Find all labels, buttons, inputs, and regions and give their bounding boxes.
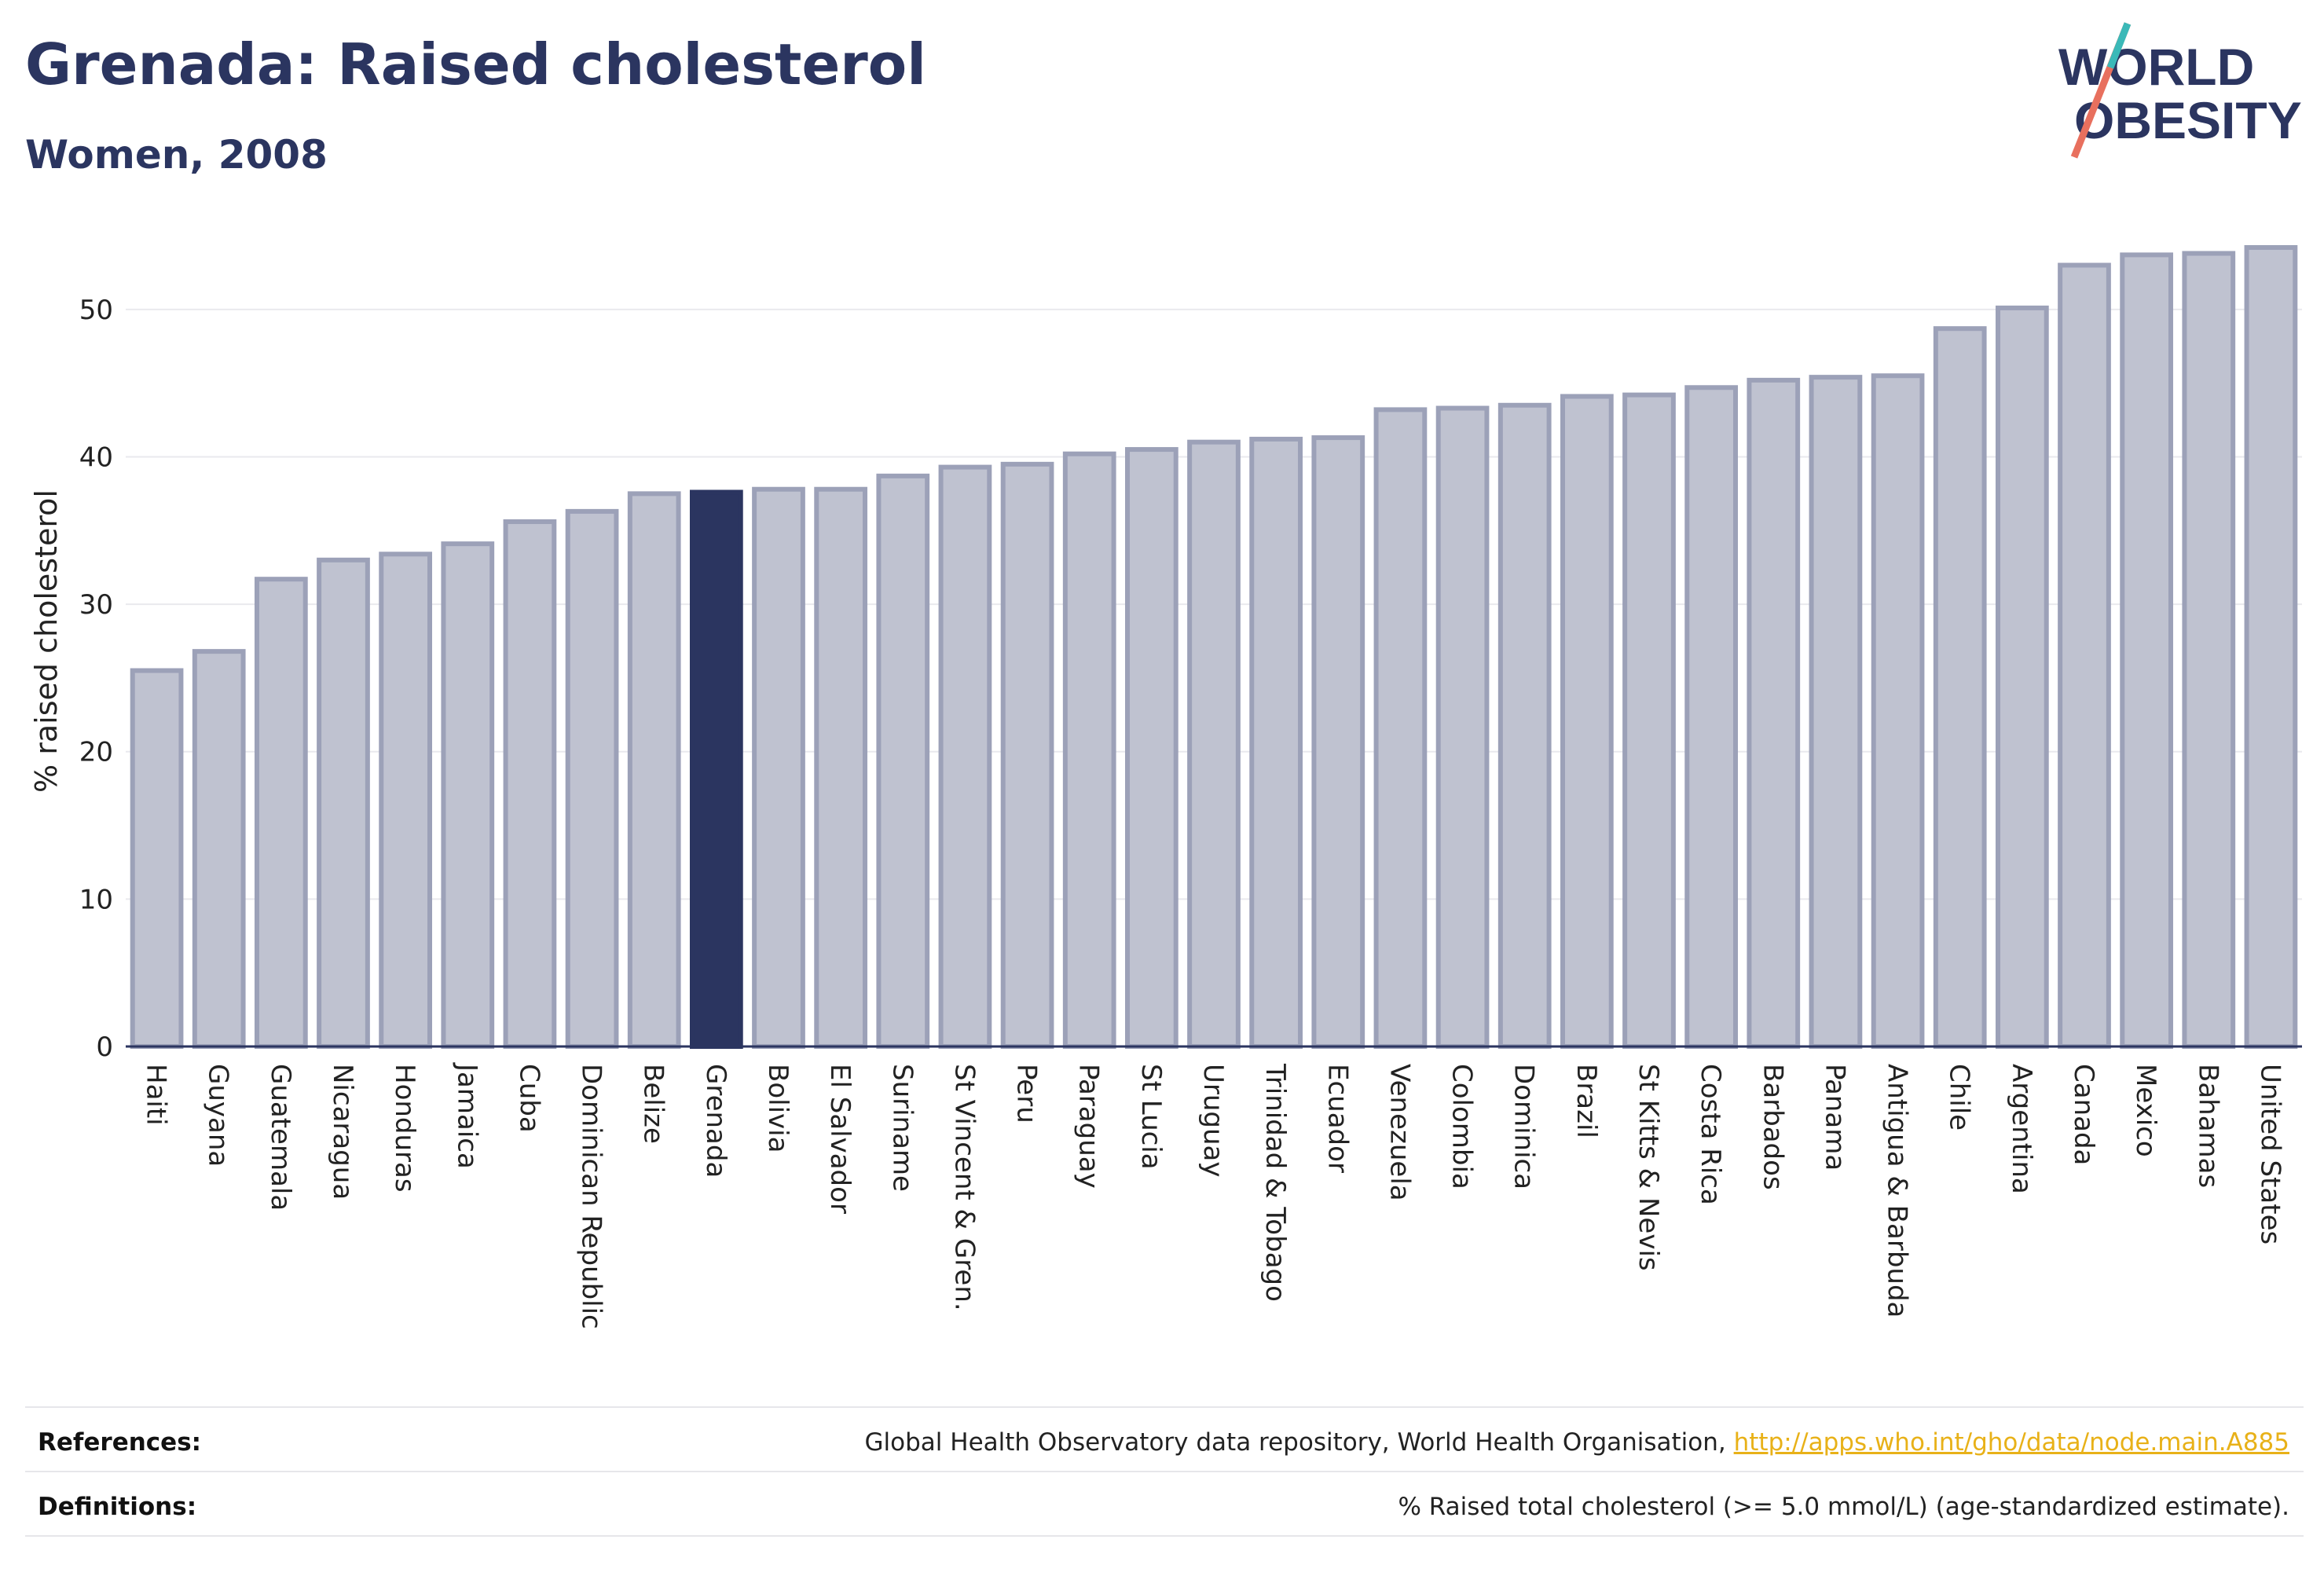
- x-tick-label: Jamaica: [451, 1062, 482, 1169]
- tick-labels: 0 10 20 30 40 50 % raised cholesterol Haiti Guya…: [29, 295, 2286, 1329]
- x-tick-label: Venezuela: [1384, 1064, 1415, 1201]
- bar-cuba: [503, 519, 557, 1049]
- definitions-label: Definitions:: [38, 1493, 197, 1521]
- bar-united-states: [2244, 245, 2298, 1049]
- bar-chart: 0 10 20 30 40 50 % raised cholesterol Haiti Guya…: [29, 245, 2302, 1329]
- x-tick-label: Barbados: [1757, 1064, 1788, 1190]
- x-tick-label: St Vincent & Gren.: [948, 1064, 980, 1311]
- x-tick-label: Trinidad & Tobago: [1259, 1063, 1291, 1302]
- y-axis-label: % raised cholesterol: [29, 489, 64, 793]
- x-tick-label: Guyana: [203, 1064, 234, 1167]
- definitions-text: % Raised total cholesterol (>= 5.0 mmol/…: [1398, 1493, 2289, 1521]
- x-tick-label: Costa Rica: [1695, 1064, 1726, 1205]
- y-tick-label: 0: [96, 1032, 113, 1063]
- bar-antigua-barbuda: [1871, 373, 1925, 1050]
- x-tick-label: Honduras: [389, 1064, 420, 1193]
- bar-paraguay: [1062, 451, 1116, 1049]
- x-tick-label: Cuba: [513, 1064, 544, 1133]
- bar-st-kitts-nevis: [1622, 392, 1676, 1049]
- logo-line2: OBESITY: [2074, 91, 2302, 149]
- logo-slash-teal: [2106, 22, 2132, 69]
- x-tick-label: Ecuador: [1321, 1064, 1353, 1173]
- references-source: Global Health Observatory data repositor…: [864, 1428, 1734, 1457]
- y-tick-label: 10: [79, 884, 113, 915]
- x-tick-label: Grenada: [700, 1064, 731, 1178]
- bar-nicaragua: [317, 557, 370, 1049]
- x-tick-label: Antigua & Barbuda: [1882, 1064, 1913, 1318]
- y-tick-label: 40: [79, 442, 113, 473]
- bar-belize: [627, 491, 681, 1049]
- x-tick-label: Uruguay: [1197, 1064, 1229, 1178]
- x-tick-label: Suriname: [886, 1064, 918, 1192]
- x-tick-label: Guatemala: [265, 1064, 296, 1211]
- bar-venezuela: [1373, 407, 1428, 1049]
- x-tick-label: Haiti: [141, 1064, 172, 1126]
- x-tick-label: Dominica: [1508, 1064, 1540, 1189]
- x-tick-label: Dominican Republic: [576, 1064, 607, 1329]
- bar-ecuador: [1311, 435, 1365, 1049]
- chart-title: Grenada: Raised cholesterol: [25, 31, 926, 97]
- bar-chile: [1933, 326, 1987, 1049]
- bar-peru: [1000, 461, 1054, 1049]
- bar-colombia: [1435, 405, 1490, 1049]
- bar-brazil: [1560, 394, 1614, 1050]
- x-tick-label: Brazil: [1571, 1064, 1602, 1138]
- logo-line1: WORLD: [2058, 38, 2254, 96]
- bar-barbados: [1747, 377, 1801, 1050]
- y-tick-label: 30: [79, 589, 113, 621]
- bars: [130, 245, 2298, 1050]
- bar-canada: [2058, 262, 2111, 1049]
- x-tick-label: St Lucia: [1135, 1064, 1167, 1170]
- bar-el-salvador: [814, 486, 868, 1049]
- references-text: Global Health Observatory data repositor…: [865, 1428, 2289, 1457]
- x-tick-label: Mexico: [2130, 1064, 2161, 1157]
- x-tick-label: Peru: [1011, 1064, 1043, 1123]
- bar-costa-rica: [1684, 385, 1739, 1049]
- bar-trinidad-tobago: [1249, 436, 1303, 1049]
- bar-guatemala: [254, 577, 308, 1049]
- bar-st-vincent-gren-: [938, 464, 992, 1049]
- x-tick-label: Paraguay: [1073, 1064, 1105, 1189]
- bar-bolivia: [752, 486, 805, 1049]
- y-tick-label: 50: [79, 295, 113, 326]
- bar-st-lucia: [1124, 447, 1178, 1049]
- bar-honduras: [379, 552, 433, 1049]
- bar-bahamas: [2182, 251, 2236, 1049]
- world-obesity-logo: WORLD OBESITY: [2058, 22, 2302, 159]
- footer-divider-middle: [25, 1471, 2304, 1472]
- x-tick-label: Bahamas: [2192, 1064, 2223, 1188]
- chart-subtitle: Women, 2008: [25, 132, 328, 178]
- bar-suriname: [876, 473, 930, 1049]
- x-tick-label: Argentina: [2006, 1064, 2037, 1194]
- bar-uruguay: [1187, 439, 1241, 1049]
- bar-jamaica: [441, 541, 495, 1049]
- x-tick-label: Panama: [1819, 1064, 1850, 1171]
- bar-grenada: [689, 489, 743, 1049]
- footer-divider-bottom: [25, 1535, 2304, 1537]
- references-link[interactable]: http://apps.who.int/gho/data/node.main.A…: [1733, 1428, 2289, 1457]
- x-tick-label: Chile: [1944, 1064, 1975, 1131]
- bar-panama: [1809, 375, 1863, 1049]
- y-tick-label: 20: [79, 737, 113, 768]
- bar-guyana: [192, 649, 246, 1049]
- references-label: References:: [38, 1428, 202, 1457]
- x-tick-label: Bolivia: [762, 1064, 794, 1153]
- x-tick-label: United States: [2254, 1064, 2286, 1244]
- footer-divider-top: [25, 1406, 2304, 1408]
- bar-argentina: [1995, 305, 2049, 1049]
- bar-dominica: [1497, 402, 1552, 1049]
- x-tick-label: Canada: [2068, 1064, 2099, 1165]
- bar-mexico: [2120, 252, 2174, 1050]
- bar-dominican-republic: [565, 508, 619, 1049]
- x-tick-label: Colombia: [1446, 1064, 1478, 1189]
- x-tick-label: Belize: [638, 1064, 669, 1144]
- x-tick-label: Nicaragua: [327, 1064, 358, 1200]
- x-tick-label: St Kitts & Nevis: [1633, 1064, 1664, 1271]
- x-tick-label: El Salvador: [824, 1064, 856, 1214]
- bar-haiti: [130, 668, 184, 1049]
